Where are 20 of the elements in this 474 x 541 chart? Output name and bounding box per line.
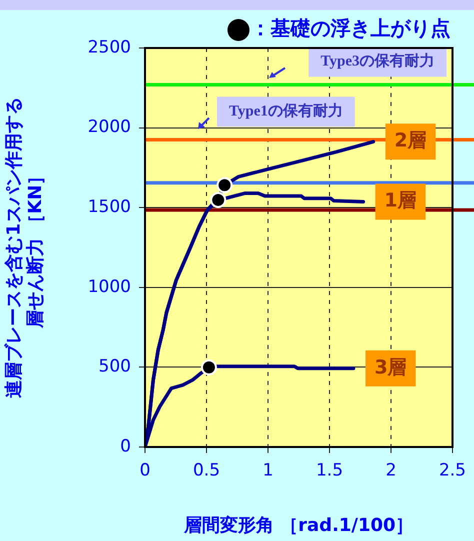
x-tick-label: 2 — [386, 460, 396, 481]
series-label: 3層 — [374, 356, 407, 378]
series-label: 2層 — [394, 130, 427, 152]
y-tick-label: 1000 — [88, 276, 131, 297]
y-tick-label: 0 — [120, 436, 131, 456]
x-tick-label: 0.5 — [192, 460, 220, 481]
y-axis-title: 連層ブレースを含む1スパン作用する層せん断力 ［KN］ — [3, 97, 46, 398]
x-tick-label: 0 — [140, 460, 150, 481]
x-tick-label: 1.5 — [316, 460, 344, 481]
y-tick-label: 2000 — [88, 117, 131, 138]
ref-line-label: Type1の保有耐力 — [229, 102, 343, 120]
x-tick-label: 2.5 — [438, 460, 466, 481]
ref-line-label: Type3の保有耐力 — [320, 52, 434, 70]
series-label: 1層 — [384, 190, 417, 212]
y-tick-label: 500 — [98, 356, 131, 377]
y-tick-label: 2500 — [88, 37, 131, 58]
legend-label: ：基礎の浮き上がり点 — [250, 16, 450, 40]
x-tick-label: 1 — [262, 460, 274, 481]
x-axis-title: 層間変形角 ［rad.1/100］ — [182, 514, 414, 536]
y-tick-label: 1500 — [88, 197, 131, 218]
